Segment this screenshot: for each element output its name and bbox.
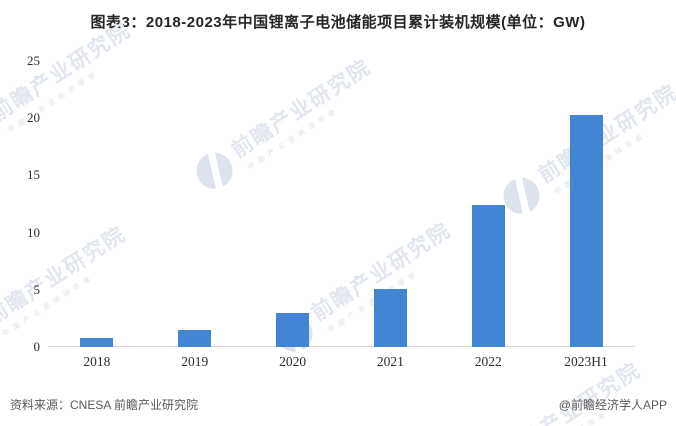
bar-2018 [80, 337, 114, 347]
x-tick-label: 2023H1 [564, 354, 608, 369]
y-tick-label: 0 [33, 339, 41, 354]
y-axis: 0 5 10 15 20 25 [0, 53, 41, 354]
x-axis-line [48, 346, 635, 347]
bar-2019 [178, 329, 212, 347]
y-tick-label: 25 [27, 53, 40, 68]
y-tick-label: 5 [33, 281, 41, 297]
bar-2020 [276, 312, 310, 347]
bar-2023H1 [569, 114, 603, 347]
credit-text: @前瞻经济学人APP [558, 398, 667, 412]
footer: 资料来源：CNESA 前瞻产业研究院 @前瞻经济学人APP [10, 396, 667, 413]
bar-column: 2023H1 [537, 61, 635, 369]
x-tick-label: 2020 [279, 354, 307, 369]
x-tick-label: 2019 [181, 354, 209, 369]
plot-area: 0 5 10 15 20 25 2018 2019 2020 2021 2022 2023H1 [27, 53, 635, 369]
source-text: 资料来源：CNESA 前瞻产业研究院 [10, 398, 199, 412]
x-tick-label: 2018 [83, 354, 111, 369]
chart-title: 图表3：2018-2023年中国锂离子电池储能项目累计装机规模(单位：GW) [90, 14, 586, 31]
bar-column: 2018 [48, 61, 146, 369]
x-tick-label: 2021 [376, 354, 404, 369]
bar-column: 2021 [341, 61, 439, 369]
bar-2021 [373, 288, 407, 347]
x-tick-label: 2022 [474, 354, 502, 369]
bar-column: 2019 [146, 61, 244, 369]
y-tick-label: 20 [27, 110, 40, 126]
bar-column: 2020 [244, 61, 342, 369]
bar-column: 2022 [439, 61, 537, 369]
y-tick-label: 10 [27, 224, 40, 240]
y-tick-label: 15 [27, 167, 40, 183]
bar-2022 [471, 205, 505, 347]
bars-container: 2018 2019 2020 2021 2022 2023H1 [48, 61, 635, 369]
